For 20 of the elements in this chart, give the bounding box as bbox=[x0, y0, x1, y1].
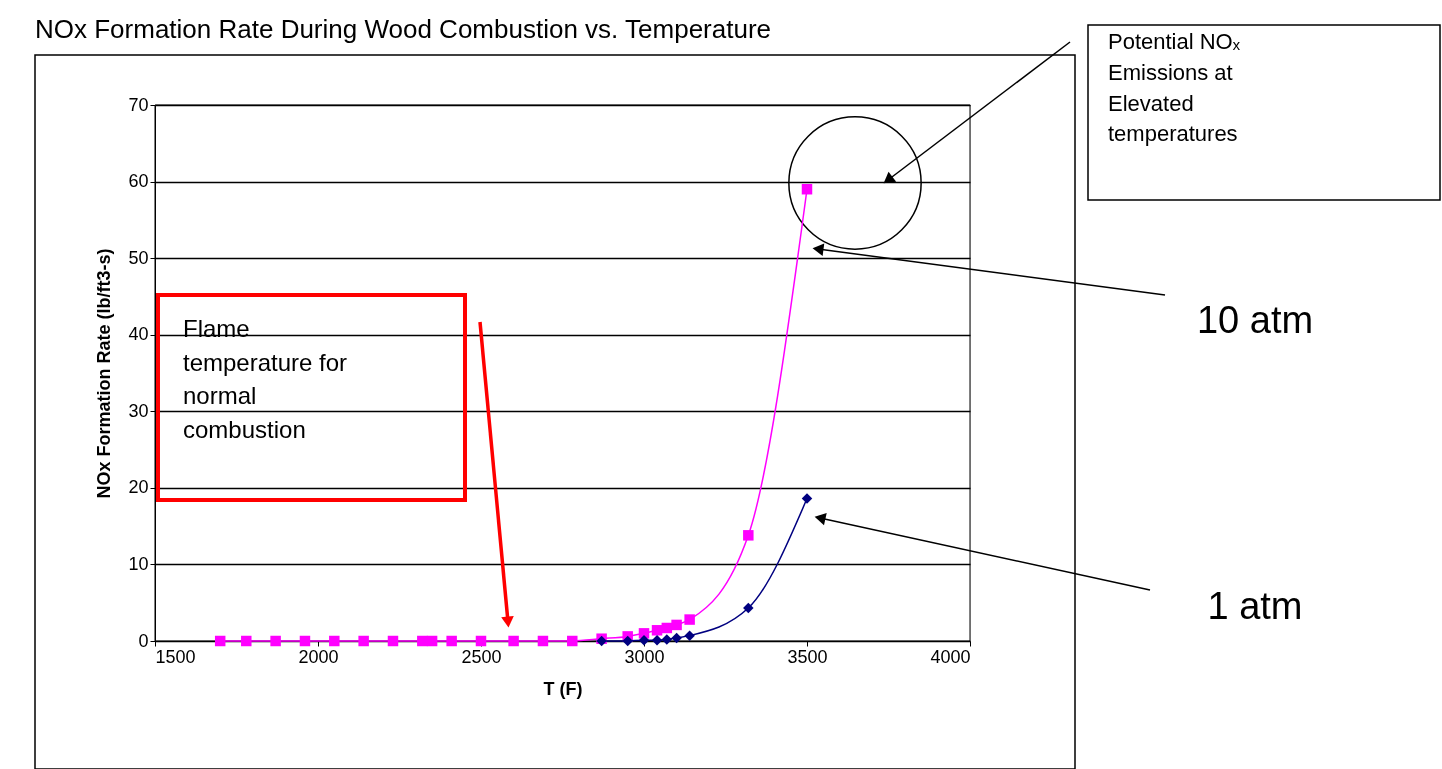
y-tick-label: 20 bbox=[128, 477, 149, 498]
x-tick-label: 2500 bbox=[461, 646, 502, 667]
chart-title: NOx Formation Rate During Wood Combustion vs. Temperature bbox=[35, 14, 772, 44]
text: 10 atm bbox=[1196, 299, 1314, 341]
x-tick-label: 2000 bbox=[298, 646, 339, 667]
x-axis-title: T (F) bbox=[543, 678, 583, 699]
x-tick-label: 4000 bbox=[930, 646, 971, 667]
y-tick-label: 70 bbox=[128, 94, 149, 115]
y-tick-label: 10 bbox=[128, 553, 149, 574]
y-tick-label: 60 bbox=[128, 171, 149, 192]
y-axis-title: NOx Formation Rate (lb/ft3-s) bbox=[94, 248, 115, 499]
x-tick-label: 3500 bbox=[787, 646, 828, 667]
x-tick-label: 3000 bbox=[624, 646, 665, 667]
y-tick-label: 0 bbox=[138, 630, 149, 651]
y-tick-label: 40 bbox=[128, 324, 149, 345]
y-tick-label: 30 bbox=[128, 400, 149, 421]
y-tick-label: 50 bbox=[128, 247, 149, 268]
x-tick-label: 1500 bbox=[155, 646, 196, 667]
text: Potential NOₓ Emissions at Elevated temperatures bbox=[1108, 29, 1241, 147]
text: 1 atm bbox=[1207, 585, 1303, 627]
